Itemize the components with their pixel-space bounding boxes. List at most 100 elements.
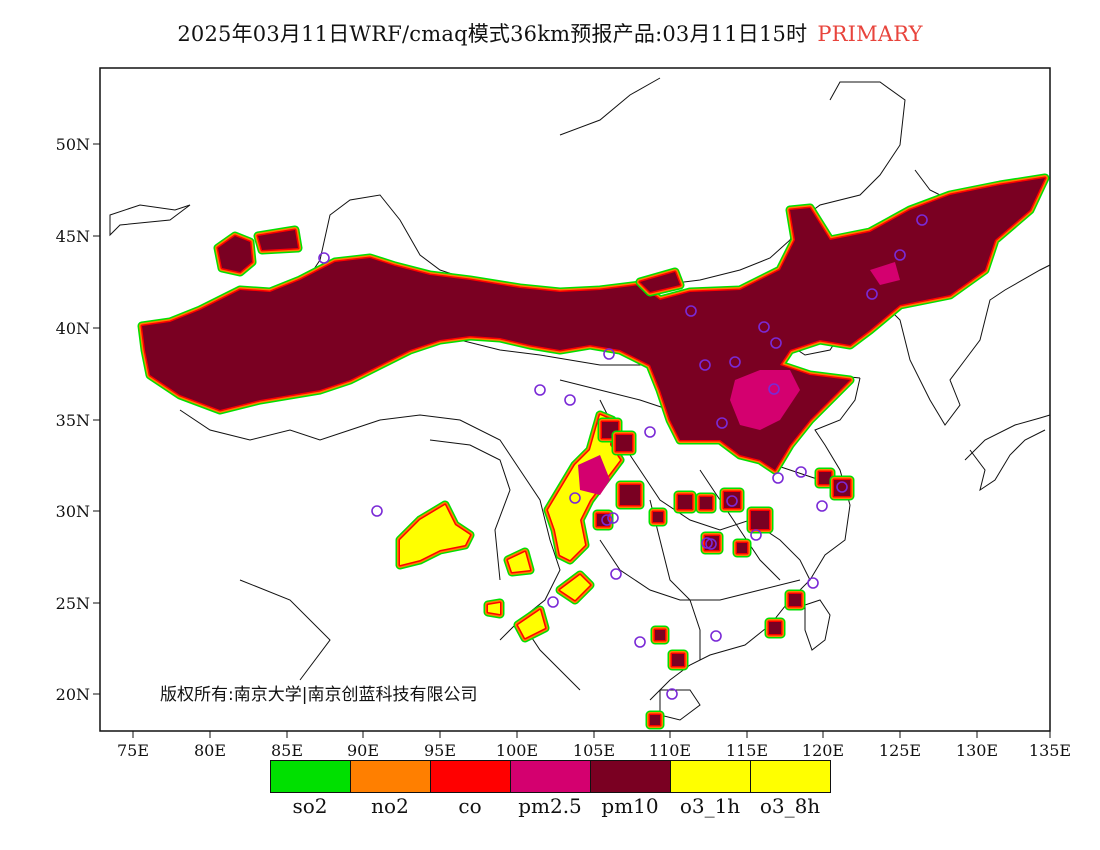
pm10-area: [737, 543, 747, 553]
station-marker: [758, 321, 770, 333]
pollution-fields: [137, 173, 1050, 730]
station-marker: [816, 500, 828, 512]
station-marker: [772, 472, 784, 484]
station-marker: [894, 249, 906, 261]
station-marker: [836, 481, 848, 493]
lon-tick-label: 110E: [649, 741, 691, 760]
station-marker: [569, 492, 581, 504]
o3_1h-area: [400, 505, 470, 565]
station-marker: [607, 512, 619, 524]
legend-swatch-so2: [271, 761, 351, 792]
lon-tick-label: 130E: [956, 741, 998, 760]
map-title: 2025年03月11日WRF/cmaq模式36km预报产品:03月11日15时 P…: [0, 18, 1100, 48]
station-marker: [547, 596, 559, 608]
legend-swatch-pm2-5: [511, 761, 591, 792]
title-text: 2025年03月11日WRF/cmaq模式36km预报产品:03月11日15时: [177, 22, 808, 46]
legend-label: pm2.5: [518, 794, 582, 818]
station-marker: [770, 337, 782, 349]
lat-tick-label: 30N: [56, 502, 90, 521]
pm2.5-area: [578, 455, 610, 495]
pm10-area: [218, 236, 252, 272]
station-marker: [726, 495, 738, 507]
legend-swatch-co: [431, 761, 511, 792]
pm10-area: [751, 511, 769, 529]
legend-label: so2: [292, 794, 328, 818]
pm10-area: [640, 272, 680, 292]
station-marker: [666, 688, 678, 700]
lon-tick-label: 75E: [117, 741, 149, 760]
o3_1h-area: [488, 603, 500, 614]
pm10-area: [597, 514, 609, 526]
legend-label: co: [458, 794, 482, 818]
pm2.5-area: [870, 262, 900, 285]
lon-tick-label: 125E: [879, 741, 921, 760]
copyright-text: 版权所有:南京大学|南京创蓝科技有限公司: [160, 685, 478, 705]
station-marker: [603, 348, 615, 360]
legend-label: no2: [371, 794, 409, 818]
pm10-area: [655, 630, 665, 640]
pm10-area: [620, 485, 640, 505]
lon-tick-label: 80E: [194, 741, 226, 760]
legend-labels: so2 no2 co pm2.5 pm10 o3_1h o3_8h: [270, 794, 830, 818]
lat-tick-label: 35N: [56, 411, 90, 430]
legend-label: pm10: [601, 794, 659, 818]
station-marker: [705, 538, 717, 550]
o3_1h-area: [518, 610, 545, 638]
color-legend: [270, 760, 831, 793]
pm10-area: [678, 495, 692, 509]
legend-swatch-pm10: [591, 761, 671, 792]
lat-tick-label: 45N: [56, 227, 90, 246]
pm10-area: [650, 715, 660, 725]
o3_1h-area: [508, 552, 530, 572]
lat-tick-label: 40N: [56, 319, 90, 338]
station-marker: [729, 356, 741, 368]
lon-tick-label: 105E: [573, 741, 615, 760]
o3_1h-area: [560, 575, 590, 600]
station-marker: [795, 466, 807, 478]
pm10-area: [672, 654, 684, 666]
lon-tick-label: 85E: [271, 741, 303, 760]
lat-tick-label: 25N: [56, 594, 90, 613]
pm10-area: [142, 178, 1045, 470]
pm10-area: [769, 622, 781, 634]
station-marker: [318, 252, 330, 264]
station-marker: [716, 417, 728, 429]
lon-tick-label: 120E: [802, 741, 844, 760]
pm10-area: [819, 472, 831, 484]
lon-tick-label: 100E: [496, 741, 538, 760]
station-marker: [685, 305, 697, 317]
map-axes: 75E 80E 85E 90E 95E 100E 105E 110E 115E 120E 125E 1…: [56, 135, 1071, 760]
station-marker: [866, 288, 878, 300]
legend-swatch-o3-1h: [671, 761, 751, 792]
station-marker: [807, 577, 819, 589]
lon-tick-label: 90E: [347, 741, 379, 760]
station-marker: [601, 514, 613, 526]
pm2.5-area: [730, 370, 800, 430]
legend-swatch-o3-8h: [751, 761, 830, 792]
station-marker: [916, 214, 928, 226]
station-markers: [318, 214, 928, 700]
lon-tick-label: 135E: [1029, 741, 1071, 760]
station-marker: [610, 568, 622, 580]
pm10-area: [258, 230, 298, 250]
legend-label: o3_8h: [759, 794, 821, 818]
station-marker: [768, 383, 780, 395]
legend-label: o3_1h: [679, 794, 741, 818]
station-marker: [750, 529, 762, 541]
title-tag: PRIMARY: [817, 22, 923, 46]
station-marker: [644, 426, 656, 438]
station-marker: [534, 384, 546, 396]
station-marker: [710, 630, 722, 642]
lat-tick-label: 20N: [56, 685, 90, 704]
pm10-area: [616, 435, 632, 451]
pm10-area: [700, 497, 712, 509]
station-marker: [699, 359, 711, 371]
legend-swatch-no2: [351, 761, 431, 792]
pm10-area: [653, 512, 663, 522]
station-marker: [564, 394, 576, 406]
pm10-area: [789, 594, 801, 606]
lat-tick-label: 50N: [56, 135, 90, 154]
lon-tick-label: 95E: [424, 741, 456, 760]
station-marker: [371, 505, 383, 517]
